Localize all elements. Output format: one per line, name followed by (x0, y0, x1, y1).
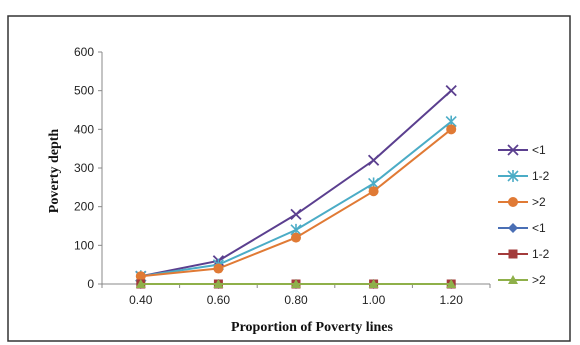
data-point (290, 208, 302, 221)
series-3 (135, 124, 457, 282)
legend-marker (507, 144, 519, 156)
data-point (368, 186, 379, 197)
y-axis-title: Poverty depth (47, 129, 62, 214)
data-point (291, 232, 301, 243)
data-point (135, 279, 146, 288)
legend-item: <1 (498, 221, 546, 235)
data-point (446, 279, 457, 288)
legend-label: >2 (532, 195, 546, 209)
legend-marker (508, 275, 518, 284)
legend-item: 1-2 (498, 247, 550, 261)
data-point (213, 279, 224, 288)
x-tick-label: 0.80 (284, 293, 308, 307)
legend-label: 1-2 (532, 169, 550, 183)
data-point (368, 279, 379, 288)
x-axis-title: Proportion of Poverty lines (231, 320, 393, 335)
y-tick-label: 200 (74, 200, 94, 214)
legend: <1 1-2 >2 <1 1-2 >2 (498, 143, 550, 287)
data-point (445, 85, 457, 97)
legend-label: 1-2 (532, 247, 550, 261)
data-point (446, 124, 457, 135)
legend-item: 1-2 (498, 169, 550, 183)
x-tick-label: 1.00 (362, 293, 386, 307)
data-point (135, 271, 146, 282)
data-point (367, 154, 380, 166)
legend-label: <1 (532, 143, 546, 157)
y-tick-label: 400 (74, 122, 94, 136)
data-point (291, 279, 301, 288)
legend-item: >2 (498, 195, 546, 209)
legend-item: >2 (498, 273, 546, 287)
legend-label: <1 (532, 221, 546, 235)
legend-item: <1 (498, 143, 546, 157)
series-6 (135, 279, 457, 288)
y-tick-label: 100 (74, 238, 94, 252)
tick-labels: 0 100 200 300 400 500 600 0.40 0.60 0.80 1.00 1.20 (74, 45, 463, 307)
series-layer (135, 85, 457, 289)
legend-marker (508, 249, 518, 259)
y-tick-label: 0 (87, 277, 94, 291)
x-tick-label: 1.20 (440, 293, 464, 307)
legend-marker (508, 223, 518, 233)
y-tick-label: 300 (74, 161, 94, 175)
y-tick-label: 500 (74, 84, 94, 98)
legend-marker (507, 170, 519, 182)
legend-marker (508, 197, 518, 207)
x-tick-label: 0.60 (207, 293, 231, 307)
data-point (213, 263, 224, 274)
legend-label: >2 (532, 273, 546, 287)
y-tick-label: 600 (74, 45, 94, 59)
x-tick-label: 0.40 (129, 293, 153, 307)
